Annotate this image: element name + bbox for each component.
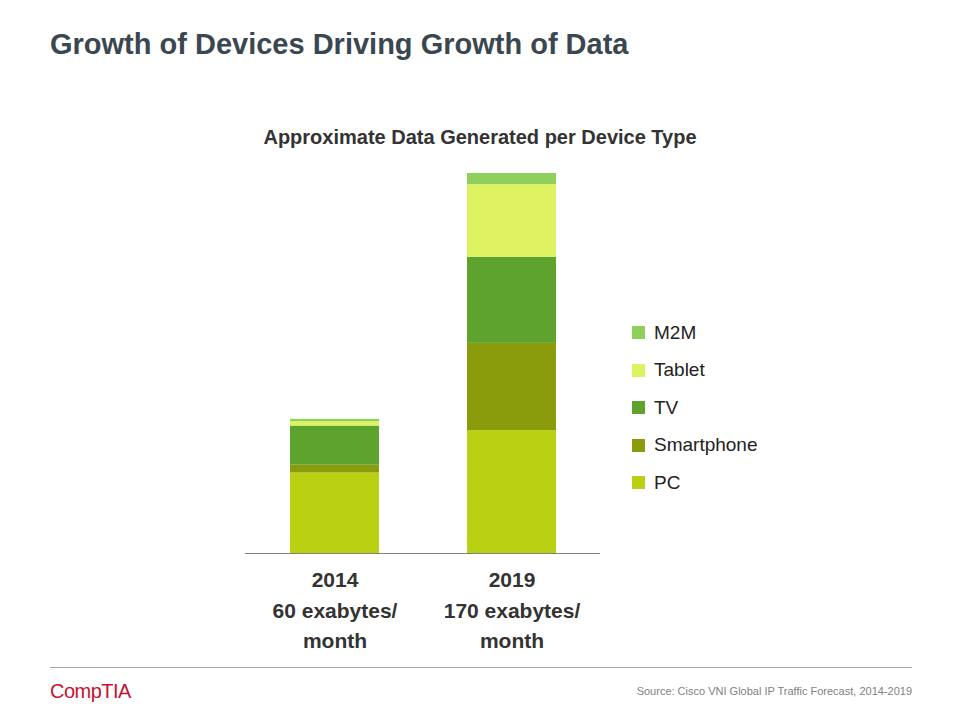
svg-text:2019170 exabytes/month: 2019170 exabytes/month <box>444 568 581 652</box>
html-text:PC: PC <box>654 471 681 493</box>
html-text:CompTIA: CompTIA <box>50 680 131 702</box>
svg-text:201460 exabytes/month: 201460 exabytes/month <box>273 568 398 652</box>
html-text:Growth of Devices Driving Grow: Growth of Devices Driving Growth of Data <box>50 28 629 60</box>
html-text:Source: Cisco VNI Global IP Tr: Source: Cisco VNI Global IP Traffic Fore… <box>636 685 912 697</box>
html-text:Approximate Data Generated per: Approximate Data Generated per Device Ty… <box>263 126 697 148</box>
html-text:Smartphone: Smartphone <box>654 434 758 456</box>
html-text:M2M: M2M <box>654 321 697 343</box>
html-text:Tablet: Tablet <box>654 359 705 381</box>
html-text:TV: TV <box>654 396 679 418</box>
